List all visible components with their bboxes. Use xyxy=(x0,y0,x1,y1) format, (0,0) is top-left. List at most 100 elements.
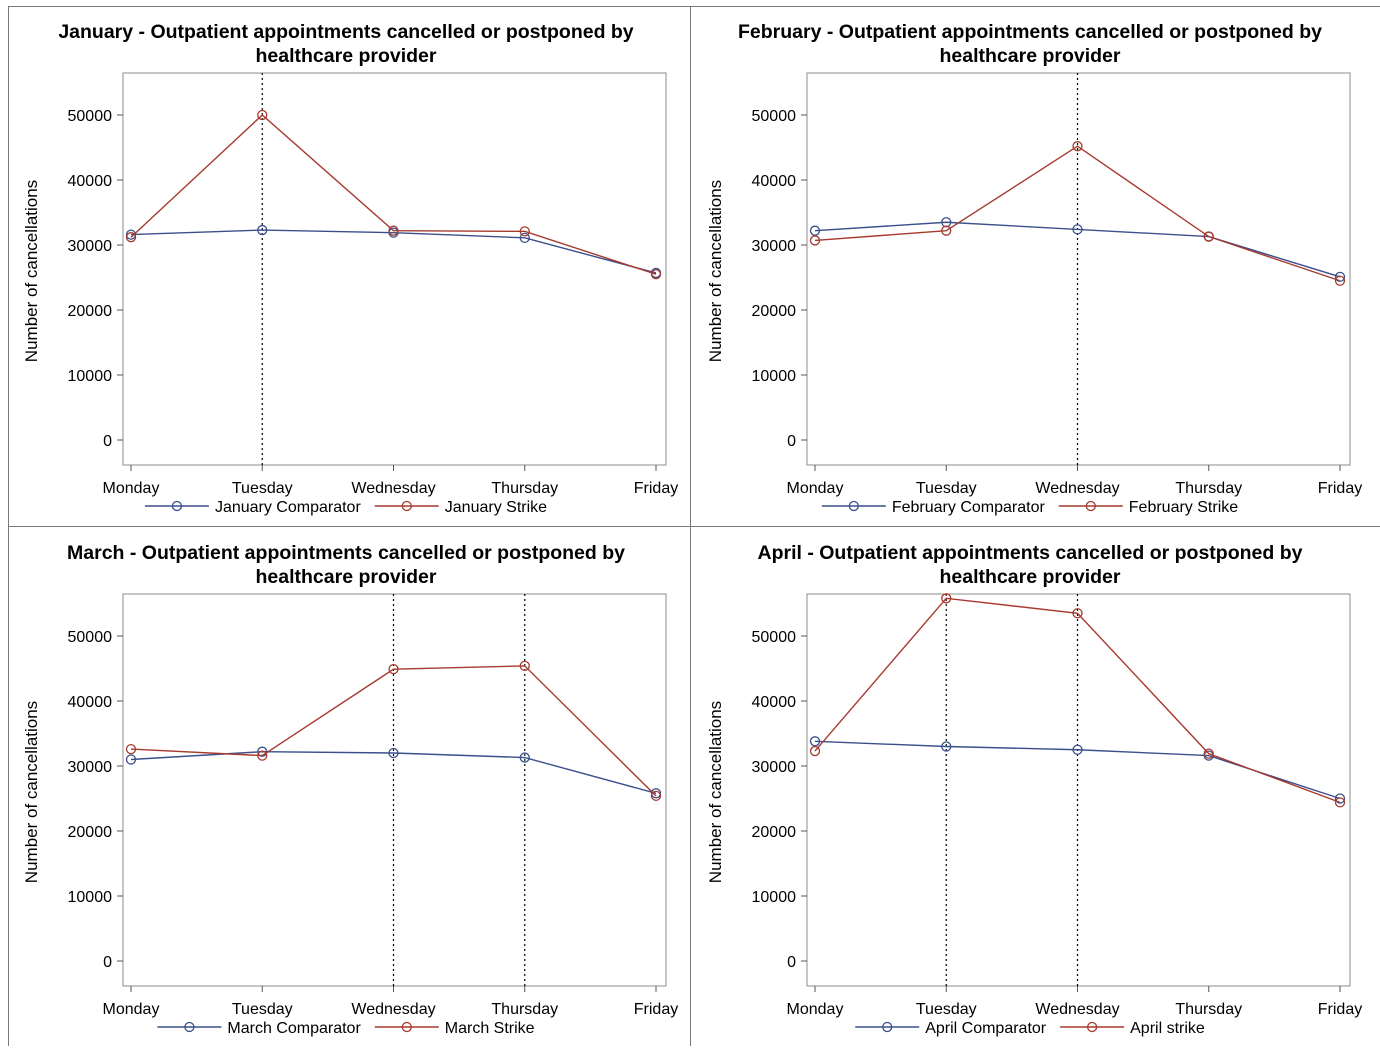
legend-label-april-strike: April strike xyxy=(1130,1020,1205,1037)
series-january-strike xyxy=(125,109,662,280)
y-tick-label: 20000 xyxy=(68,824,113,841)
plot-frame xyxy=(806,72,1351,466)
figure-border-top xyxy=(8,6,1380,7)
y-tick-label: 40000 xyxy=(752,173,797,190)
series-january-comparator xyxy=(125,224,662,279)
legend-label-january-comparator: January Comparator xyxy=(215,499,362,516)
data-point-april-strike-thursday xyxy=(1203,748,1214,759)
x-tick-label-monday: Monday xyxy=(103,1001,160,1018)
y-tick-label: 40000 xyxy=(68,694,113,711)
data-point-march-strike-wednesday xyxy=(388,663,399,675)
data-point-february-strike-friday xyxy=(1334,275,1346,286)
y-tick-label: 30000 xyxy=(68,759,113,776)
data-point-march-strike-monday xyxy=(125,743,137,755)
y-tick-label: 20000 xyxy=(68,303,113,320)
data-point-march-comparator-monday xyxy=(125,754,137,765)
x-tick-label-friday: Friday xyxy=(634,480,678,497)
data-point-february-strike-monday xyxy=(809,235,821,246)
data-point-february-comparator-friday xyxy=(1334,271,1346,283)
y-tick-label: 0 xyxy=(787,433,796,450)
chart-panel-march: March - Outpatient appointments cancelle… xyxy=(4,527,688,1048)
data-point-march-comparator-wednesday xyxy=(388,747,399,759)
data-point-march-comparator-thursday xyxy=(519,752,530,763)
chart-panel-february: February - Outpatient appointments cance… xyxy=(688,6,1372,527)
chart-title-line-2: healthcare provider xyxy=(940,566,1121,588)
x-tick-label-monday: Monday xyxy=(787,480,844,497)
panel-divider-horizontal xyxy=(8,526,1380,527)
y-tick-label: 40000 xyxy=(752,694,797,711)
data-point-april-strike-monday xyxy=(809,745,821,757)
chart-panel-january: January - Outpatient appointments cancel… xyxy=(4,6,688,527)
legend-label-february-strike: February Strike xyxy=(1129,499,1238,516)
x-tick-label-tuesday: Tuesday xyxy=(232,1001,293,1018)
x-tick-label-tuesday: Tuesday xyxy=(916,1001,977,1018)
y-tick-label: 10000 xyxy=(752,889,797,906)
legend-marker-march-comparator xyxy=(184,1021,195,1033)
data-point-january-strike-tuesday xyxy=(257,109,268,121)
x-tick-label-thursday: Thursday xyxy=(491,480,558,497)
y-tick-label: 20000 xyxy=(752,824,797,841)
y-tick-label: 50000 xyxy=(752,108,797,125)
x-tick-label-monday: Monday xyxy=(103,480,160,497)
chart-title-line-1: January - Outpatient appointments cancel… xyxy=(58,21,633,43)
data-point-march-comparator-friday xyxy=(650,788,662,799)
chart-panel-april: April - Outpatient appointments cancelle… xyxy=(688,527,1372,1048)
y-axis-label: Number of cancellations xyxy=(706,180,725,362)
y-tick-label: 10000 xyxy=(68,368,113,385)
y-tick-label: 0 xyxy=(103,433,112,450)
x-tick-label-wednesday: Wednesday xyxy=(1035,1001,1119,1018)
legend-marker-february-comparator xyxy=(848,500,859,512)
y-tick-label: 10000 xyxy=(752,368,797,385)
y-tick-label: 20000 xyxy=(752,303,797,320)
data-point-january-strike-thursday xyxy=(519,226,530,237)
legend-label-march-comparator: March Comparator xyxy=(227,1020,361,1037)
chart-title-line-1: March - Outpatient appointments cancelle… xyxy=(67,542,625,564)
x-tick-label-wednesday: Wednesday xyxy=(351,480,435,497)
y-tick-label: 50000 xyxy=(68,629,113,646)
legend-marker-january-strike xyxy=(401,500,412,512)
x-tick-label-friday: Friday xyxy=(634,1001,678,1018)
y-axis-label: Number of cancellations xyxy=(22,701,41,883)
chart-svg-february: February - Outpatient appointments cance… xyxy=(706,21,1362,516)
data-point-march-strike-tuesday xyxy=(257,750,268,761)
data-point-april-strike-tuesday xyxy=(941,593,952,604)
x-tick-label-wednesday: Wednesday xyxy=(351,1001,435,1018)
series-line-march-strike xyxy=(130,665,657,797)
data-point-january-comparator-monday xyxy=(125,229,137,240)
series-march-comparator xyxy=(125,746,662,799)
series-april-strike xyxy=(809,593,1346,808)
y-axis-label: Number of cancellations xyxy=(706,701,725,883)
y-tick-label: 50000 xyxy=(752,629,797,646)
legend-label-february-comparator: February Comparator xyxy=(892,499,1046,516)
series-february-strike xyxy=(809,141,1346,286)
plot-frame xyxy=(122,593,667,987)
x-tick-label-thursday: Thursday xyxy=(1175,1001,1242,1018)
y-tick-label: 30000 xyxy=(752,759,797,776)
x-tick-label-thursday: Thursday xyxy=(491,1001,558,1018)
legend-marker-january-comparator xyxy=(171,500,183,512)
y-tick-label: 0 xyxy=(787,954,796,971)
chart-svg-april: April - Outpatient appointments cancelle… xyxy=(706,542,1362,1037)
data-point-february-strike-thursday xyxy=(1203,231,1214,242)
legend-label-april-comparator: April Comparator xyxy=(925,1020,1047,1037)
chart-title-line-2: healthcare provider xyxy=(256,566,437,588)
data-point-january-comparator-tuesday xyxy=(257,224,268,236)
series-line-february-comparator xyxy=(814,221,1341,278)
y-tick-label: 40000 xyxy=(68,173,113,190)
data-point-january-comparator-thursday xyxy=(519,232,530,244)
data-point-march-strike-thursday xyxy=(519,660,530,672)
legend-label-january-strike: January Strike xyxy=(445,499,547,516)
series-line-march-comparator xyxy=(130,750,657,794)
legend-marker-april-strike xyxy=(1086,1021,1098,1033)
x-tick-label-friday: Friday xyxy=(1318,480,1362,497)
legend-marker-february-strike xyxy=(1085,500,1096,512)
chart-svg-january: January - Outpatient appointments cancel… xyxy=(22,21,678,516)
data-point-february-strike-wednesday xyxy=(1072,141,1083,152)
series-line-february-strike xyxy=(814,145,1341,282)
x-tick-label-wednesday: Wednesday xyxy=(1035,480,1119,497)
chart-title-line-1: February - Outpatient appointments cance… xyxy=(738,21,1322,43)
data-point-february-comparator-monday xyxy=(809,225,821,236)
data-point-april-comparator-wednesday xyxy=(1072,744,1083,755)
data-point-january-strike-friday xyxy=(650,269,662,280)
